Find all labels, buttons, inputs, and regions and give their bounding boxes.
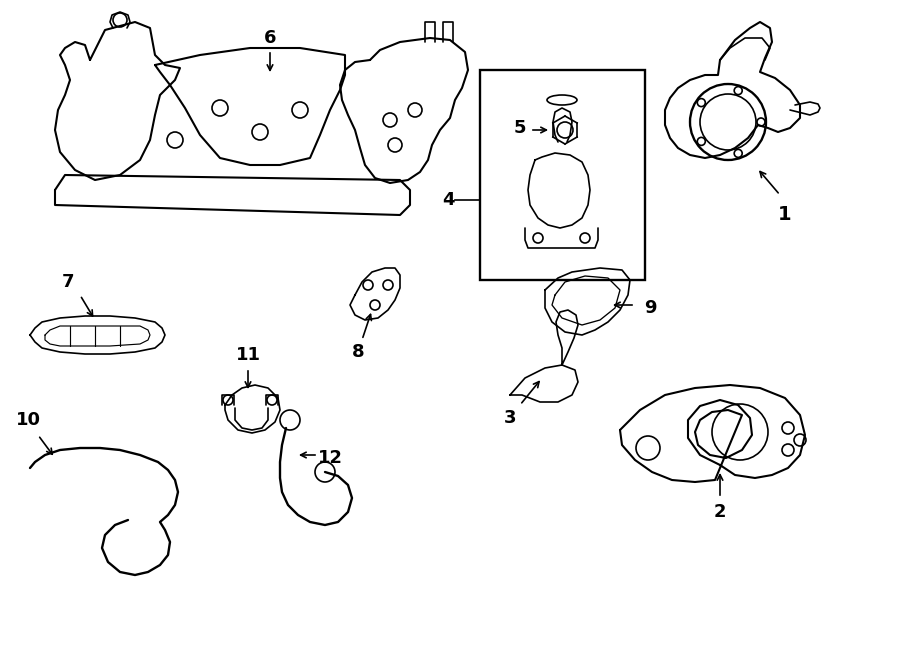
Text: 10: 10 (15, 411, 40, 429)
Text: 5: 5 (514, 119, 526, 137)
Text: 7: 7 (62, 273, 74, 291)
Text: 9: 9 (644, 299, 656, 317)
Text: 1: 1 (778, 206, 792, 225)
Bar (480, 70, 645, 280)
Text: 4: 4 (442, 191, 454, 209)
Text: 12: 12 (318, 449, 343, 467)
Text: 11: 11 (236, 346, 260, 364)
Text: 2: 2 (714, 503, 726, 521)
Text: 6: 6 (264, 29, 276, 47)
Text: 8: 8 (352, 343, 365, 361)
Text: 3: 3 (504, 409, 517, 427)
